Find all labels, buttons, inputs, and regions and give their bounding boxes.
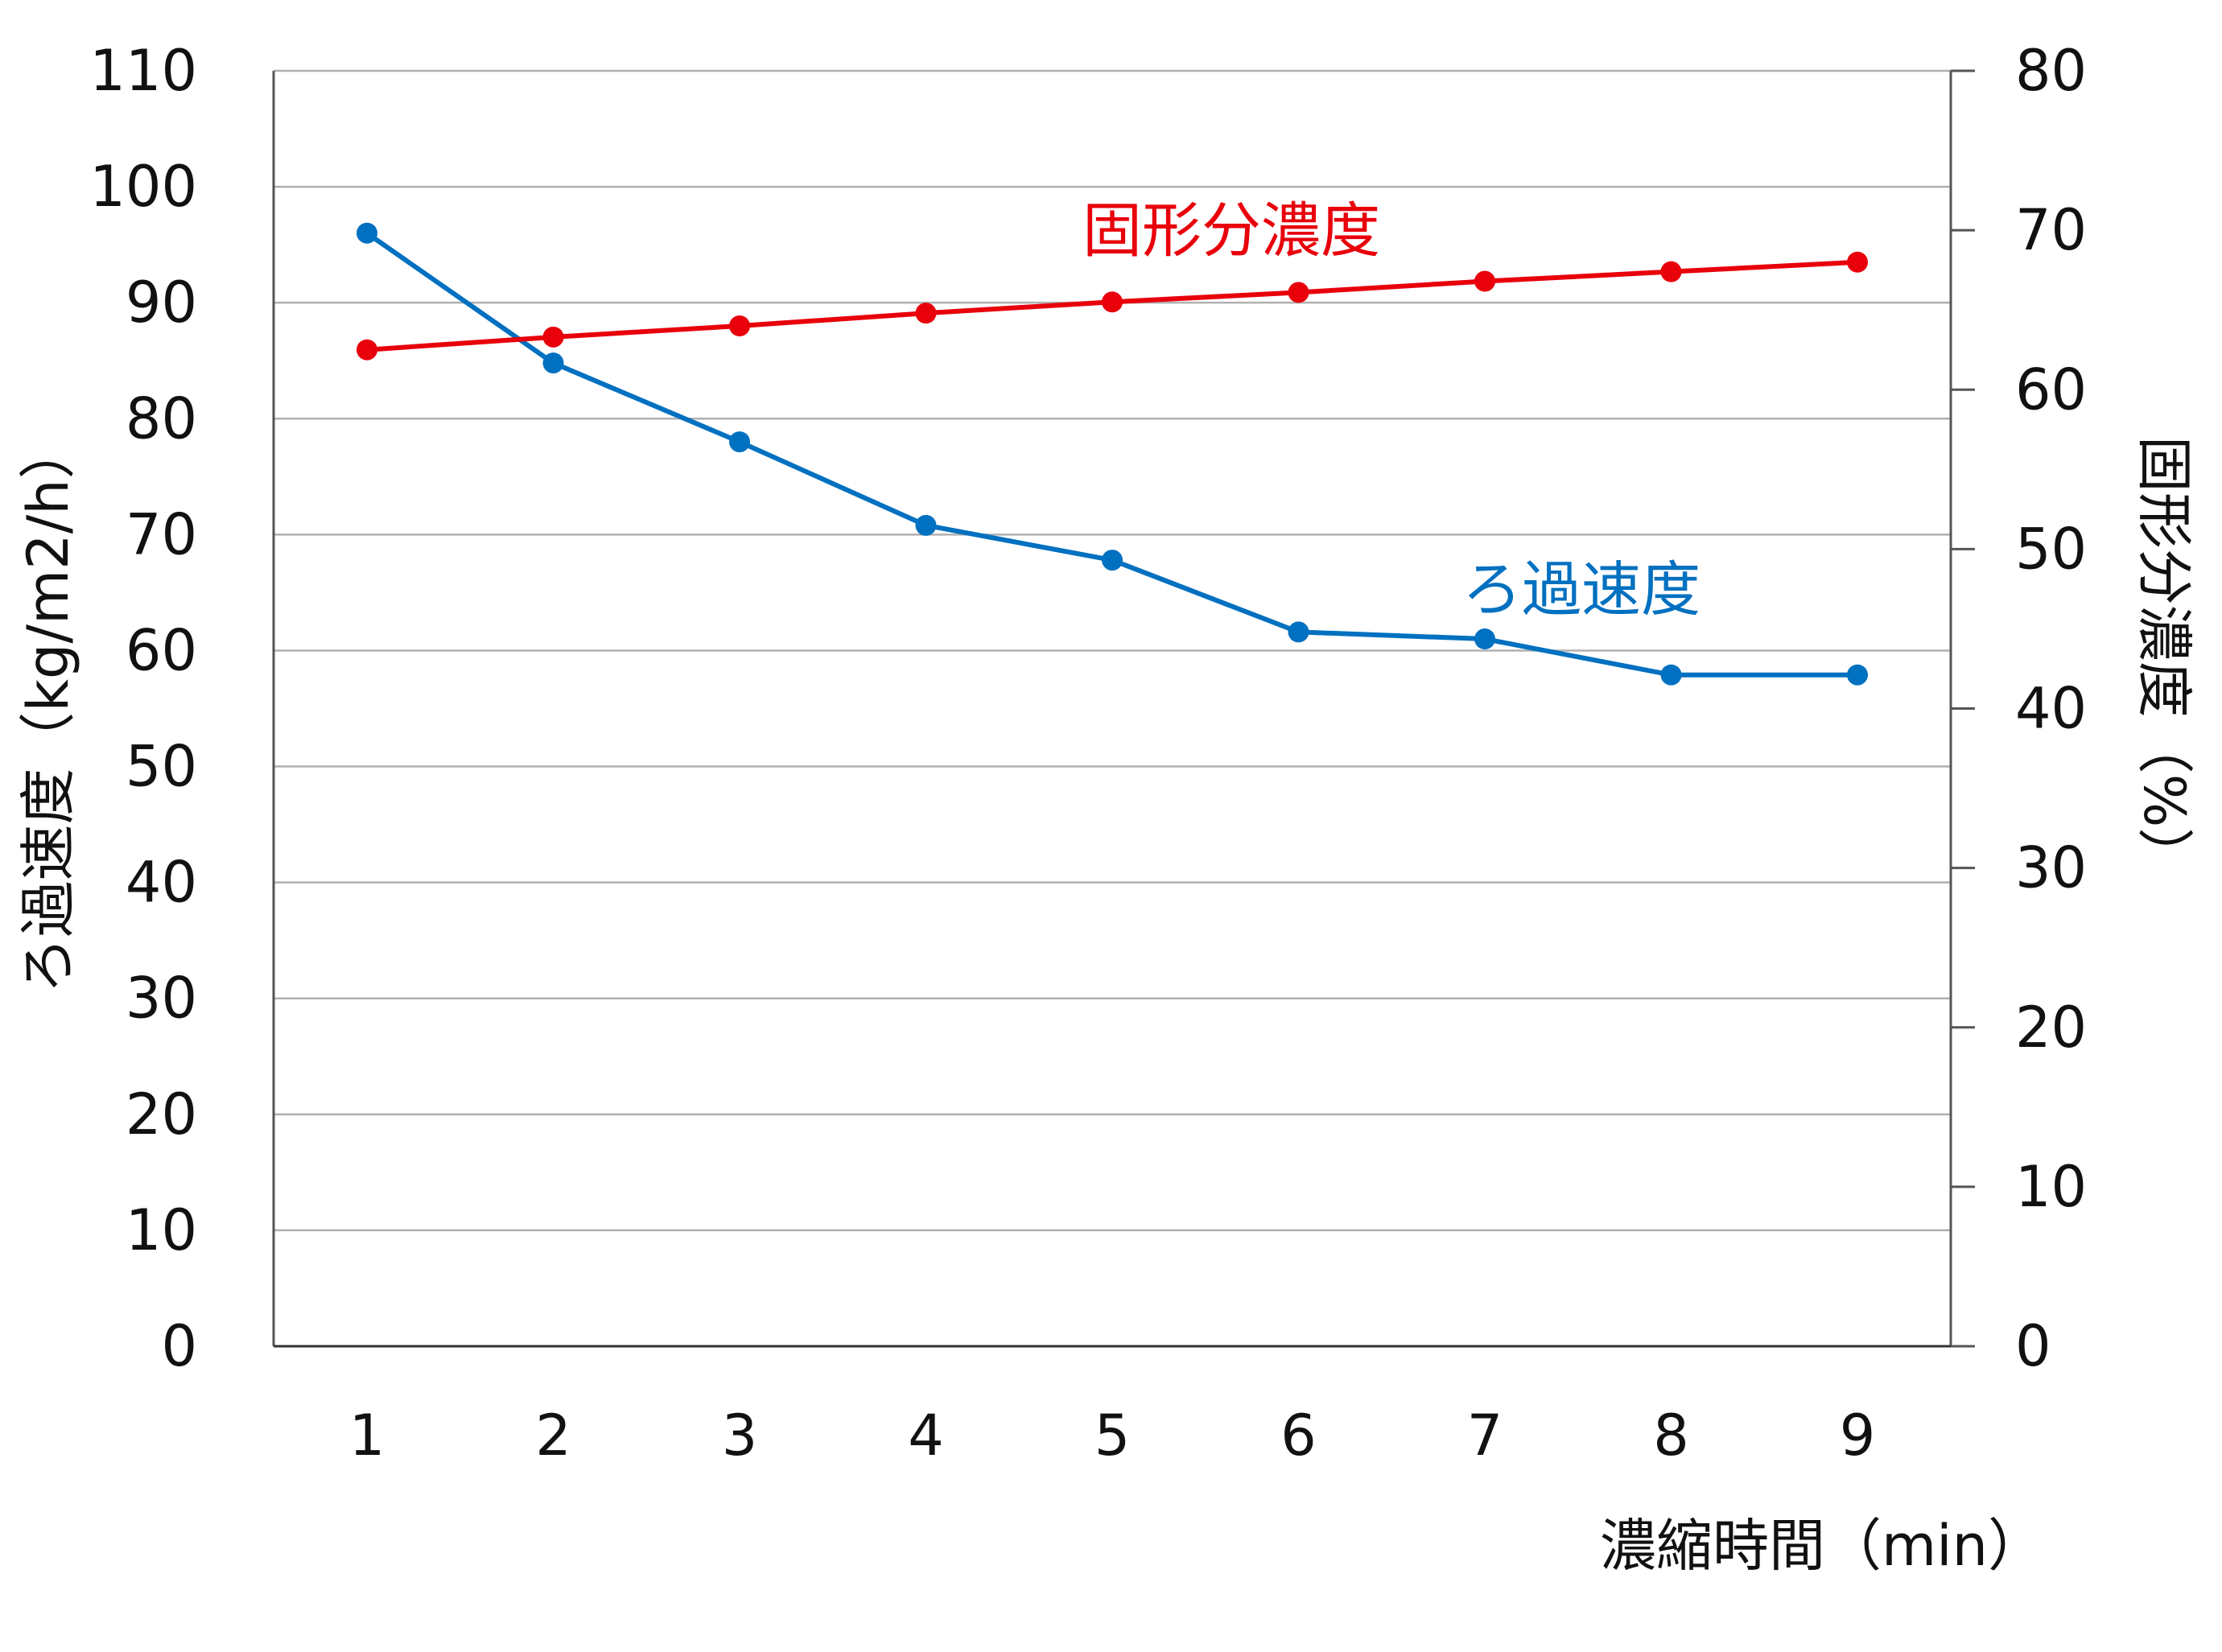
y-left-tick-label: 110: [89, 38, 197, 104]
y-left-tick-label: 70: [126, 501, 197, 567]
series-label: ろ過速度: [1462, 555, 1701, 624]
data-point: [729, 315, 750, 336]
y-left-tick-label: 60: [126, 617, 197, 683]
data-point: [1288, 621, 1309, 643]
y-right-tick-label: 10: [2015, 1154, 2087, 1220]
y-left-tick-label: 100: [89, 154, 197, 220]
data-point: [1847, 664, 1868, 686]
y-right-tick-label: 60: [2015, 356, 2087, 422]
y-left-tick-label: 30: [126, 966, 197, 1032]
y-left-tick-label: 40: [126, 850, 197, 916]
x-tick-label: 1: [349, 1403, 385, 1469]
data-point: [1102, 291, 1123, 313]
x-tick-label: 6: [1280, 1403, 1317, 1469]
data-point: [915, 514, 937, 536]
y-right-tick-label: 0: [2015, 1313, 2051, 1379]
data-point: [915, 303, 937, 324]
data-point: [542, 352, 564, 374]
data-point: [1660, 664, 1682, 686]
y-left-tick-label: 0: [161, 1313, 197, 1379]
data-point: [1474, 628, 1495, 650]
y-right-tick-label: 70: [2015, 197, 2087, 263]
x-axis-title: 濃縮時間（min）: [1600, 1513, 2044, 1579]
x-tick-label: 4: [908, 1403, 944, 1469]
data-point: [1847, 251, 1868, 273]
series: [357, 222, 1868, 686]
y-right-tick-label: 40: [2015, 676, 2087, 742]
data-point: [729, 431, 750, 453]
data-point: [1288, 282, 1309, 303]
data-point: [542, 326, 564, 348]
y-right-tick-label: 30: [2015, 835, 2087, 901]
data-point: [1660, 261, 1682, 282]
y-right-axis-title: 固形分濃度（%）: [2131, 436, 2197, 884]
x-tick-label: 2: [535, 1403, 571, 1469]
y-right-tick-label: 50: [2015, 516, 2087, 582]
x-tick-label: 8: [1653, 1403, 1689, 1469]
x-tick-label: 5: [1095, 1403, 1131, 1469]
y-right-tick-label: 20: [2015, 995, 2087, 1061]
data-point: [357, 222, 377, 244]
labels: 濃縮時間（min） ろ過速度（kg/m2/h） 固形分濃度（%） ろ過速度 固形分濃度: [15, 196, 2197, 1579]
y-left-tick-label: 90: [126, 270, 197, 336]
axes: 0 10 20 30 40 50 60 70 80 90 100 110 0 10 20 30 40 50 60 70…: [89, 38, 2087, 1469]
data-point: [357, 339, 377, 360]
y-left-tick-label: 10: [126, 1197, 197, 1263]
x-tick-label: 7: [1467, 1403, 1503, 1469]
y-left-axis-title: ろ過速度（kg/m2/h）: [15, 422, 81, 993]
y-left-tick-label: 50: [126, 734, 197, 800]
x-tick-label: 9: [1840, 1403, 1876, 1469]
y-left-tick-label: 20: [126, 1081, 197, 1147]
y-right-tick-label: 80: [2015, 38, 2087, 104]
x-tick-label: 3: [722, 1403, 758, 1469]
data-point: [1102, 550, 1123, 571]
series-label: 固形分濃度: [1082, 196, 1380, 266]
data-point: [1474, 270, 1495, 292]
y-left-tick-label: 80: [126, 385, 197, 451]
